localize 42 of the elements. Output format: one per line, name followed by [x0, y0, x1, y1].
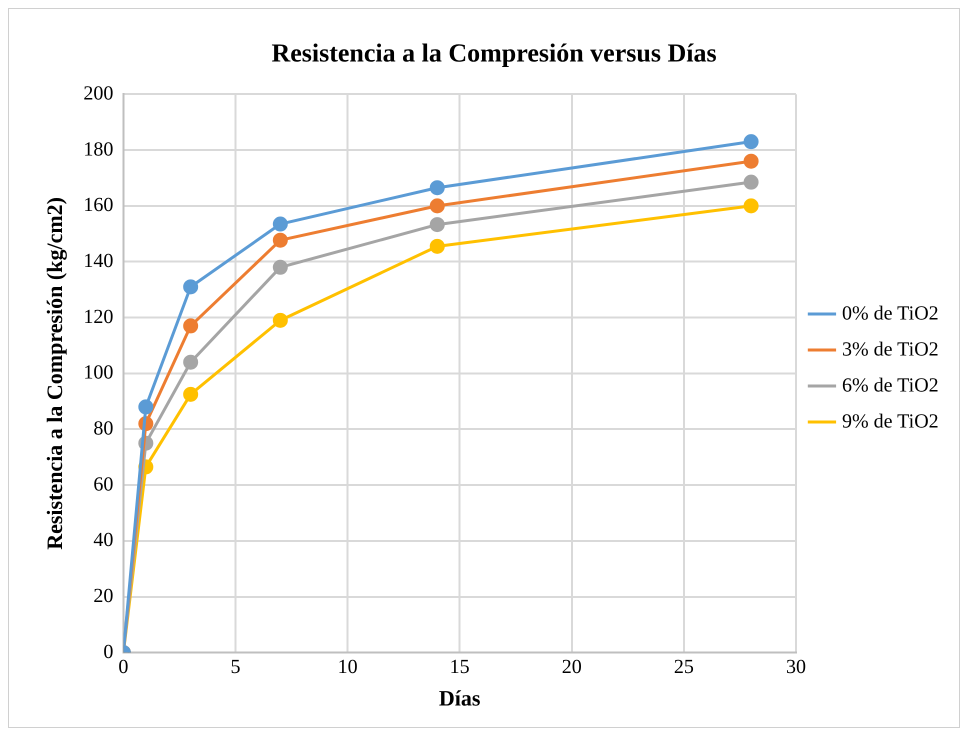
point [430, 198, 445, 214]
y-tick-label: 60 [93, 473, 114, 496]
point [744, 134, 759, 150]
y-tick-label: 160 [83, 194, 114, 216]
y-tick-label: 180 [83, 138, 114, 160]
x-tick-label: 20 [562, 656, 582, 678]
x-axis-title: Días [438, 685, 481, 710]
x-tick-label: 0 [118, 656, 128, 678]
point [430, 238, 445, 254]
x-tick-label: 25 [674, 656, 694, 678]
y-tick-label: 20 [93, 585, 114, 608]
y-tick-label: 0 [103, 640, 114, 663]
point [183, 279, 198, 294]
y-tick-label: 80 [93, 417, 114, 440]
point [183, 354, 198, 370]
legend-label: 9% de TiO2 [842, 410, 939, 432]
y-tick-label: 140 [83, 250, 114, 272]
point [744, 154, 759, 169]
y-tick-label: 40 [93, 529, 114, 552]
y-tick-label: 200 [83, 82, 114, 104]
point [272, 216, 288, 232]
point [183, 386, 198, 402]
x-tick-label: 5 [230, 656, 240, 678]
point [272, 232, 288, 248]
point [138, 399, 154, 414]
point [183, 318, 198, 334]
point [430, 180, 445, 196]
x-tick-label: 15 [450, 656, 470, 678]
y-axis-title: Resistencia a la Compresión (kg/cm2) [42, 197, 67, 550]
legend-label: 0% de TiO2 [842, 302, 939, 324]
legend-label: 3% de TiO2 [842, 338, 939, 360]
point [744, 174, 759, 190]
x-tick-label: 30 [786, 656, 806, 678]
chart-title: Resistencia a la Compresión versus Días [271, 38, 717, 68]
y-tick-label: 100 [83, 362, 114, 384]
point [430, 217, 445, 232]
y-tick-label: 120 [83, 306, 114, 328]
point [744, 198, 759, 214]
point [272, 260, 288, 275]
x-tick-label: 10 [338, 656, 358, 678]
legend-label: 6% de TiO2 [842, 374, 939, 396]
point [272, 312, 288, 328]
